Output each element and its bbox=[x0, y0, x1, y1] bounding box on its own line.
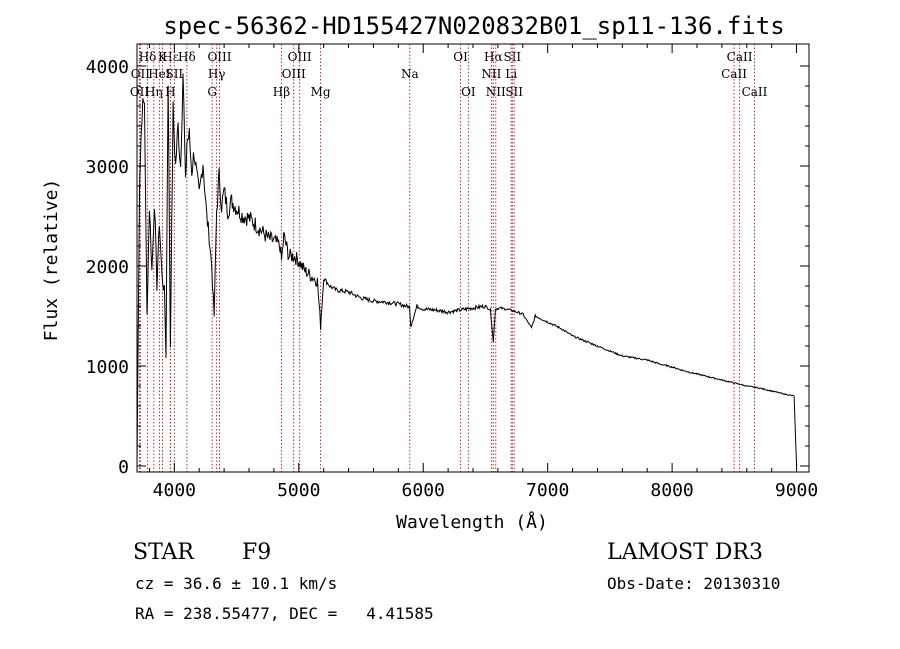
line-label: OI bbox=[453, 50, 468, 64]
x-tick-label: 9000 bbox=[775, 480, 818, 501]
line-label: Hδ bbox=[139, 50, 157, 64]
y-tick-label: 2000 bbox=[86, 257, 129, 278]
line-label: Hδ bbox=[178, 50, 196, 64]
spectrum-series bbox=[136, 73, 798, 467]
line-label: OIII bbox=[207, 50, 231, 64]
x-tick-label: 8000 bbox=[650, 480, 693, 501]
x-tick-label: 6000 bbox=[402, 480, 445, 501]
line-label: OI bbox=[461, 85, 476, 99]
line-label: OII bbox=[130, 85, 150, 99]
chart-title: spec-56362-HD155427N020832B01_sp11-136.f… bbox=[163, 12, 784, 40]
x-tick-label: 7000 bbox=[526, 480, 569, 501]
spectral-subclass: F9 bbox=[242, 540, 272, 565]
object-type: STAR bbox=[133, 540, 194, 565]
line-label: Hβ bbox=[273, 85, 290, 99]
line-label: OIII bbox=[282, 67, 306, 81]
plot-frame bbox=[136, 43, 810, 473]
line-label: HeI bbox=[148, 67, 171, 81]
survey-name: LAMOST DR3 bbox=[607, 540, 763, 565]
x-tick-label: 5000 bbox=[277, 480, 320, 501]
line-label: SII bbox=[505, 85, 523, 99]
line-label: Na bbox=[401, 67, 419, 81]
line-label: CaII bbox=[742, 85, 768, 99]
line-label: Hα bbox=[484, 50, 503, 64]
coordinates: RA = 238.55477, DEC = 4.41585 bbox=[135, 604, 434, 623]
axis-ticks: 4000 5000 6000 7000 8000 9000 0 1000 2000 3000 400… bbox=[86, 44, 818, 501]
line-label: Hγ bbox=[208, 67, 226, 81]
x-axis-label: Wavelength (Å) bbox=[396, 511, 548, 533]
line-label: K bbox=[158, 50, 168, 64]
line-label: NII bbox=[486, 85, 506, 99]
y-tick-label: 0 bbox=[118, 457, 129, 478]
line-label: Hη bbox=[145, 85, 163, 99]
y-axis-label: Flux (relative) bbox=[41, 179, 62, 342]
line-label: CaII bbox=[721, 67, 747, 81]
line-label: H bbox=[165, 85, 175, 99]
redshift-cz: cz = 36.6 ± 10.1 km/s bbox=[135, 574, 338, 593]
line-label: Hε bbox=[162, 50, 179, 64]
observation-date: Obs-Date: 20130310 bbox=[607, 574, 781, 593]
line-label: OIII bbox=[288, 50, 312, 64]
spectrum-line bbox=[136, 73, 798, 467]
line-label: SII bbox=[503, 50, 521, 64]
y-tick-label: 1000 bbox=[86, 357, 129, 378]
line-label: Li bbox=[505, 67, 517, 81]
y-tick-label: 3000 bbox=[86, 157, 129, 178]
line-label: NII bbox=[481, 67, 501, 81]
line-label: Mg bbox=[311, 85, 331, 99]
line-label: G bbox=[207, 85, 217, 99]
line-label: SII bbox=[165, 67, 183, 81]
line-label: CaII bbox=[727, 50, 753, 64]
x-tick-label: 4000 bbox=[153, 480, 196, 501]
line-label: OII bbox=[131, 67, 151, 81]
y-tick-label: 4000 bbox=[86, 57, 129, 78]
